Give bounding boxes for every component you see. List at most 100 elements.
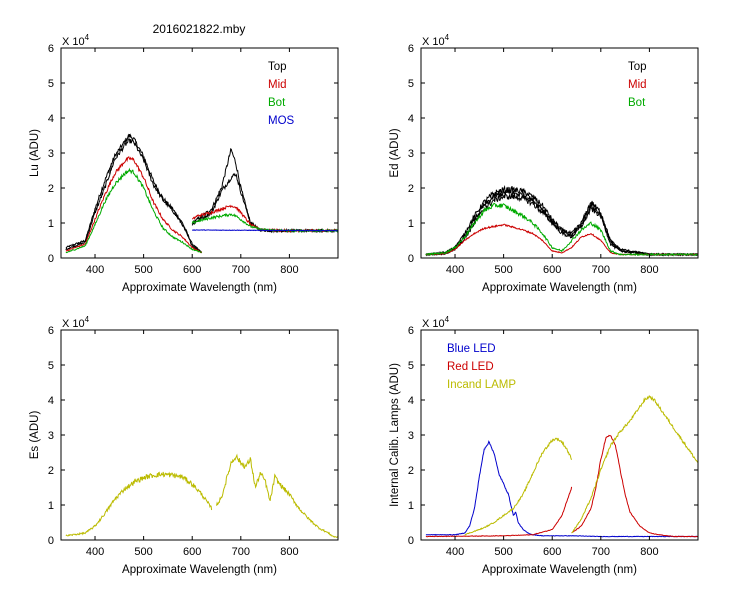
chart-panel-4: 400 500 600 700 800 0 1 2 3 4 5 6 X 104 Approximate W… [389, 315, 699, 576]
series-line-top-0-1 [191, 148, 338, 234]
series-line-blue-led-0-0 [425, 440, 698, 538]
x-tick-label: 700 [592, 264, 610, 276]
series-line-top-2-0 [425, 193, 698, 257]
legend-entry-red-led: Red LED [447, 361, 494, 373]
y-tick-label: 0 [408, 253, 414, 265]
y-tick-label: 6 [408, 325, 414, 337]
x-axis-label: Approximate Wavelength (nm) [122, 282, 277, 294]
y-tick-label: 3 [408, 430, 414, 442]
plot-frame [60, 329, 339, 541]
x-tick-label: 700 [592, 546, 610, 558]
x-tick-label: 600 [183, 546, 201, 558]
y-tick-label: 5 [408, 78, 414, 90]
y-scale-exponent: 4 [85, 315, 90, 324]
x-axis-label: Approximate Wavelength (nm) [482, 282, 637, 294]
x-tick-label: 700 [232, 546, 250, 558]
y-tick-label: 5 [48, 78, 54, 90]
x-axis-label: Approximate Wavelength (nm) [122, 564, 277, 576]
y-tick-label: 1 [48, 500, 54, 512]
y-tick-label: 2 [408, 465, 414, 477]
series-line-top-1-0 [65, 138, 202, 254]
x-tick-label: 800 [280, 546, 298, 558]
x-tick-label: 500 [494, 264, 512, 276]
y-axis-label: Lu (ADU) [29, 129, 41, 177]
x-tick-label: 700 [232, 264, 250, 276]
y-tick-label: 6 [48, 325, 54, 337]
plot-frame [60, 47, 339, 259]
series-group [65, 133, 338, 254]
legend-entry-mid: Mid [628, 79, 647, 91]
y-tick-label: 5 [48, 360, 54, 372]
y-tick-label: 4 [408, 113, 414, 125]
series-group [425, 185, 698, 257]
y-scale-label: X 104 [422, 315, 450, 330]
series-line-es-0-0 [65, 471, 213, 537]
legend: Top Mid Bot [628, 61, 647, 109]
x-tick-label: 400 [86, 264, 104, 276]
series-line-bot-3-1 [191, 212, 338, 233]
legend-entry-blue-led: Blue LED [447, 343, 496, 355]
legend-entry-mos: MOS [268, 115, 295, 127]
chart-panel-1: 400 500 600 700 800 0 1 2 3 4 5 6 X 104 Approximate W… [29, 33, 339, 294]
y-tick-label: 3 [48, 430, 54, 442]
series-line-incand-lamp-2-0 [464, 437, 572, 536]
x-tick-label: 800 [280, 264, 298, 276]
series-line-bot-3-0 [65, 167, 202, 254]
legend-entry-bot: Bot [628, 97, 646, 109]
y-tick-label: 0 [48, 535, 54, 547]
y-tick-label: 3 [48, 148, 54, 160]
x-tick-label: 800 [640, 264, 658, 276]
series-line-red-led-1-1 [571, 434, 698, 538]
legend: Top Mid Bot MOS [268, 61, 295, 127]
legend-entry-top: Top [268, 61, 287, 73]
x-tick-label: 400 [86, 546, 104, 558]
series-line-es-0-1 [216, 453, 338, 538]
figure-title: 2016021822.mby [153, 22, 246, 36]
y-tick-label: 2 [408, 183, 414, 195]
y-tick-label: 0 [408, 535, 414, 547]
y-tick-label: 6 [408, 43, 414, 55]
y-tick-label: 1 [48, 218, 54, 230]
x-tick-label: 600 [543, 546, 561, 558]
y-tick-label: 4 [48, 395, 54, 407]
y-scale-label: X 104 [422, 33, 450, 48]
x-tick-label: 600 [183, 264, 201, 276]
series-line-top-1-0 [425, 188, 698, 257]
x-tick-label: 800 [640, 546, 658, 558]
y-tick-label: 6 [48, 43, 54, 55]
y-tick-label: 1 [408, 218, 414, 230]
series-line-mos-4-0 [191, 229, 338, 232]
legend-entry-bot: Bot [268, 97, 286, 109]
series-group [425, 394, 698, 538]
legend-entry-mid: Mid [268, 79, 287, 91]
y-tick-label: 0 [48, 253, 54, 265]
y-tick-label: 4 [408, 395, 414, 407]
series-group [65, 453, 338, 538]
y-scale-exponent: 4 [85, 33, 90, 42]
y-scale-exponent: 4 [445, 33, 450, 42]
y-axis-label: Es (ADU) [29, 411, 41, 460]
series-line-red-led-1-0 [425, 486, 573, 538]
y-scale-exponent: 4 [445, 315, 450, 324]
legend: Blue LED Red LED Incand LAMP [447, 343, 516, 391]
y-tick-label: 1 [408, 500, 414, 512]
y-tick-label: 2 [48, 183, 54, 195]
y-tick-label: 3 [408, 148, 414, 160]
legend-entry-incand-lamp: Incand LAMP [447, 379, 516, 391]
x-tick-label: 600 [543, 264, 561, 276]
series-line-mid-2-0 [65, 156, 203, 254]
y-scale-label: X 104 [62, 315, 90, 330]
y-axis-label: Ed (ADU) [389, 128, 401, 177]
series-line-bot-4-0 [425, 202, 698, 257]
chart-panel-3: 400 500 600 700 800 0 1 2 3 4 5 6 X 104 Approximate W… [29, 315, 339, 576]
series-line-top-0-0 [65, 133, 203, 253]
legend-entry-top: Top [628, 61, 647, 73]
series-line-top-0-0 [425, 185, 698, 257]
y-axis-label: Internal Calib. Lamps (ADU) [389, 363, 401, 507]
y-tick-label: 5 [408, 360, 414, 372]
y-tick-label: 2 [48, 465, 54, 477]
series-line-incand-lamp-2-1 [571, 394, 698, 534]
x-tick-label: 500 [134, 546, 152, 558]
x-axis-label: Approximate Wavelength (nm) [482, 564, 637, 576]
